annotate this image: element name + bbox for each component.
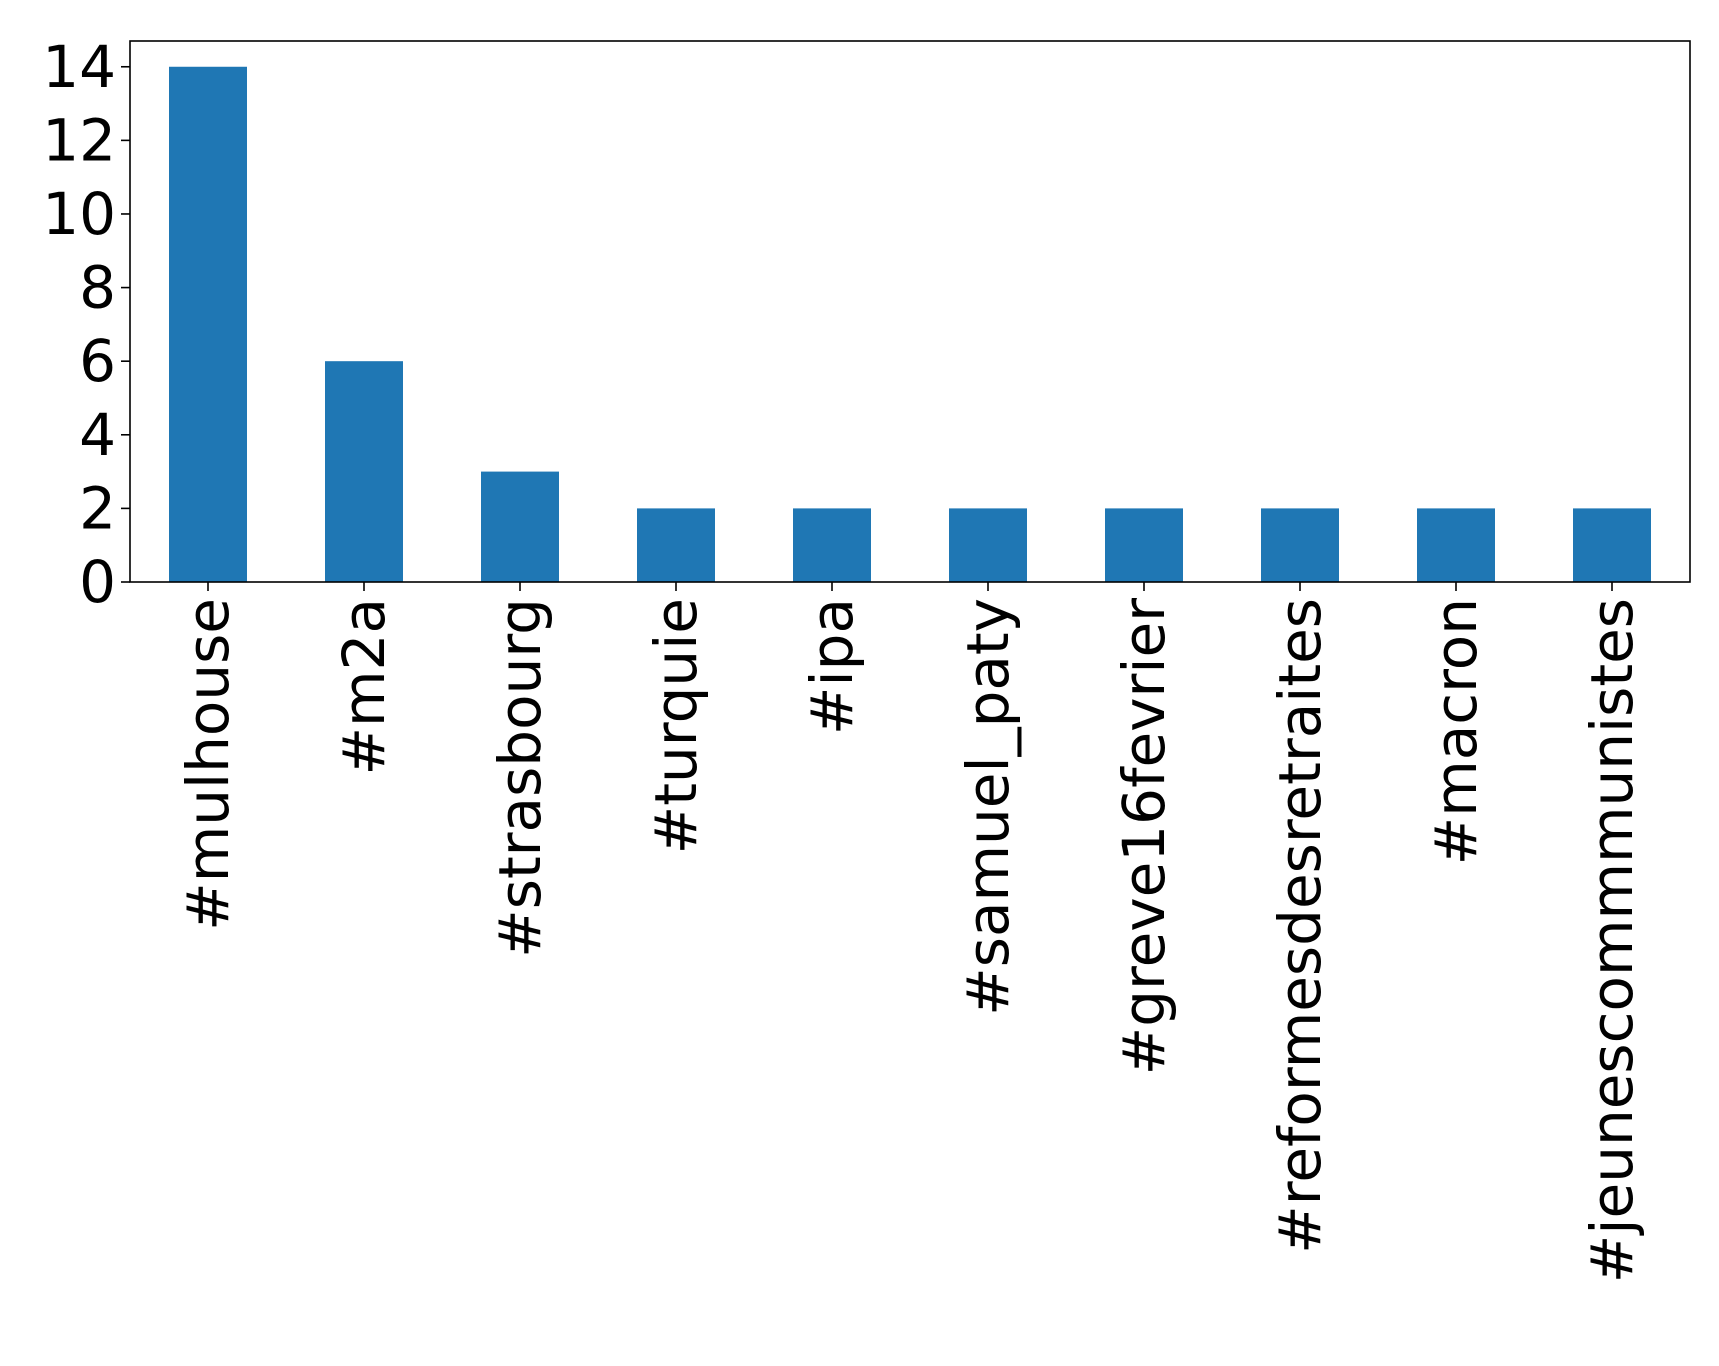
bars-group [169,66,1651,582]
y-tick-label: 6 [79,327,116,395]
x-tick-label: #greve16fevrier [1110,598,1178,1076]
y-tick-label: 10 [42,180,116,248]
bar-turquie [637,508,715,582]
bar-greve16fevrier [1105,508,1183,582]
y-tick-label: 12 [42,106,116,174]
x-tick-label: #reformesdesretraites [1266,598,1334,1254]
x-tick-label: #ipa [798,598,866,735]
plot-frame [129,40,1691,583]
x-tick-label: #samuel_paty [954,598,1022,1016]
x-tick-label: #mulhouse [174,598,242,931]
bar-jeunescommmunistes [1573,508,1651,582]
bar-macron [1417,508,1495,582]
x-tick-label: #turquie [642,598,710,854]
x-tick-label: #strasbourg [486,598,554,958]
x-tick-label: #m2a [330,598,398,776]
x-tick-label: #macron [1422,598,1490,865]
y-tick-label: 2 [79,474,116,542]
y-tick-label: 0 [79,548,116,616]
y-tick-label: 14 [42,33,116,101]
bar-samuelpaty [949,508,1027,582]
bar-reformesdesretraites [1261,508,1339,582]
y-tick-label: 8 [79,254,116,322]
bar-strasbourg [481,471,559,582]
bar-mulhouse [169,66,247,582]
x-axis: #mulhouse #m2a #strasbourg #turquie #ipa #sam… [174,582,1646,1283]
y-tick-label: 4 [79,401,116,469]
bar-m2a [325,361,403,582]
bar-ipa [793,508,871,582]
x-tick-label: #jeunescommmunistes [1578,598,1646,1283]
